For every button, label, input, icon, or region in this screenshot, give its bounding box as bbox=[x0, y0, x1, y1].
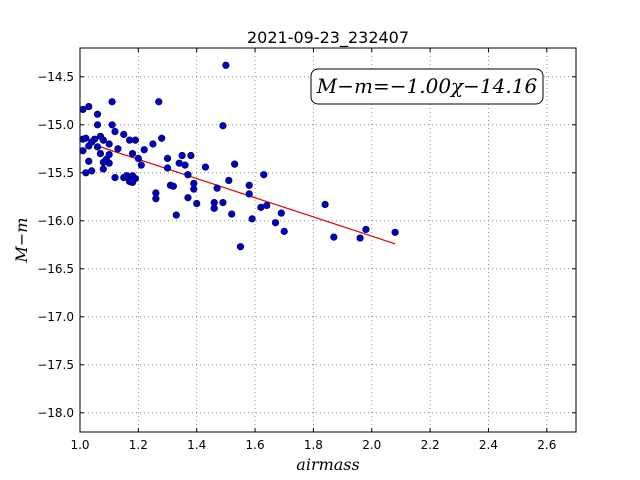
x-tick-label: 2.2 bbox=[421, 438, 440, 452]
x-tick-label: 1.2 bbox=[129, 438, 148, 452]
data-point bbox=[190, 185, 198, 193]
data-point bbox=[210, 204, 218, 212]
data-point bbox=[137, 161, 145, 169]
points-layer bbox=[79, 61, 399, 251]
y-tick-label: −14.5 bbox=[37, 70, 74, 84]
x-tick-label: 1.0 bbox=[70, 438, 89, 452]
annotation-box: M−m=−1.00χ−14.16 bbox=[310, 68, 544, 105]
data-point bbox=[184, 194, 192, 202]
annotation-box-frame bbox=[310, 68, 544, 105]
y-tick-label: −18.0 bbox=[37, 406, 74, 420]
data-point bbox=[85, 157, 93, 165]
data-point bbox=[231, 160, 239, 168]
data-point bbox=[93, 143, 102, 151]
y-tick-label: −16.5 bbox=[37, 262, 74, 276]
chart-title: 2021-09-23_232407 bbox=[247, 28, 409, 48]
data-point bbox=[140, 146, 148, 154]
data-point bbox=[105, 140, 113, 148]
data-point bbox=[225, 176, 233, 185]
data-point bbox=[163, 164, 172, 172]
x-tick-label: 1.6 bbox=[246, 438, 265, 452]
data-point bbox=[85, 102, 93, 111]
data-point bbox=[219, 122, 227, 130]
data-point bbox=[321, 200, 329, 209]
data-point bbox=[330, 233, 338, 241]
data-point bbox=[120, 130, 128, 138]
data-point bbox=[111, 127, 119, 136]
data-point bbox=[260, 171, 268, 179]
data-point bbox=[114, 145, 122, 153]
data-point bbox=[111, 174, 119, 182]
data-point bbox=[163, 154, 172, 162]
data-point bbox=[169, 182, 177, 190]
data-point bbox=[149, 140, 157, 148]
data-point bbox=[181, 161, 189, 169]
data-point bbox=[93, 121, 102, 129]
y-tick-label: −17.0 bbox=[37, 310, 74, 324]
y-tick-label: −15.5 bbox=[37, 166, 74, 180]
data-point bbox=[99, 165, 107, 173]
annotation-text: M−m=−1.00χ−14.16 bbox=[316, 74, 538, 98]
data-point bbox=[187, 151, 195, 160]
x-tick-label: 2.0 bbox=[362, 438, 381, 452]
data-point bbox=[236, 243, 245, 251]
data-point bbox=[105, 159, 113, 167]
data-point bbox=[131, 136, 140, 144]
data-point bbox=[155, 98, 163, 106]
data-point bbox=[222, 61, 230, 69]
data-point bbox=[184, 171, 192, 179]
data-point bbox=[90, 135, 99, 143]
data-point bbox=[93, 110, 102, 118]
data-point bbox=[108, 121, 116, 129]
x-tick-label: 1.8 bbox=[304, 438, 323, 452]
data-point bbox=[79, 135, 87, 143]
x-tick-label: 1.4 bbox=[187, 438, 206, 452]
plot-frame bbox=[79, 47, 577, 433]
data-point bbox=[201, 163, 210, 171]
data-point bbox=[172, 211, 180, 219]
y-axis-label: M−m bbox=[12, 218, 31, 264]
data-point bbox=[88, 167, 96, 175]
data-point bbox=[271, 219, 280, 227]
data-point bbox=[96, 150, 105, 158]
data-point bbox=[108, 98, 116, 106]
data-point bbox=[362, 225, 370, 234]
data-point bbox=[152, 195, 160, 203]
data-point bbox=[158, 134, 166, 142]
x-axis-label: airmass bbox=[296, 455, 359, 474]
data-point bbox=[245, 181, 253, 189]
data-point bbox=[134, 154, 142, 162]
grid-layer bbox=[79, 48, 576, 432]
data-point bbox=[128, 150, 137, 158]
data-point bbox=[178, 151, 186, 160]
x-tick-label: 2.6 bbox=[537, 438, 556, 452]
data-point bbox=[280, 227, 288, 235]
ticks-layer: 1.0 1.2 1.4 1.6 1.8 2.0 2.2 2.4 2.6 −14.5 −15.0 −15… bbox=[37, 48, 576, 452]
y-tick-label: −15.0 bbox=[37, 118, 74, 132]
y-tick-label: −16.0 bbox=[37, 214, 74, 228]
data-point bbox=[228, 210, 236, 218]
data-point bbox=[219, 198, 227, 207]
data-point bbox=[277, 209, 285, 217]
data-point bbox=[263, 201, 271, 210]
data-point bbox=[213, 184, 221, 192]
data-point bbox=[245, 190, 253, 198]
data-point bbox=[248, 215, 256, 223]
data-point bbox=[356, 234, 364, 242]
data-point bbox=[128, 178, 137, 186]
data-point bbox=[105, 150, 113, 159]
data-point bbox=[193, 199, 201, 208]
x-tick-label: 2.4 bbox=[479, 438, 498, 452]
data-point bbox=[99, 136, 107, 144]
data-point bbox=[391, 228, 399, 236]
y-tick-label: −17.5 bbox=[37, 358, 74, 372]
data-point bbox=[79, 147, 87, 155]
